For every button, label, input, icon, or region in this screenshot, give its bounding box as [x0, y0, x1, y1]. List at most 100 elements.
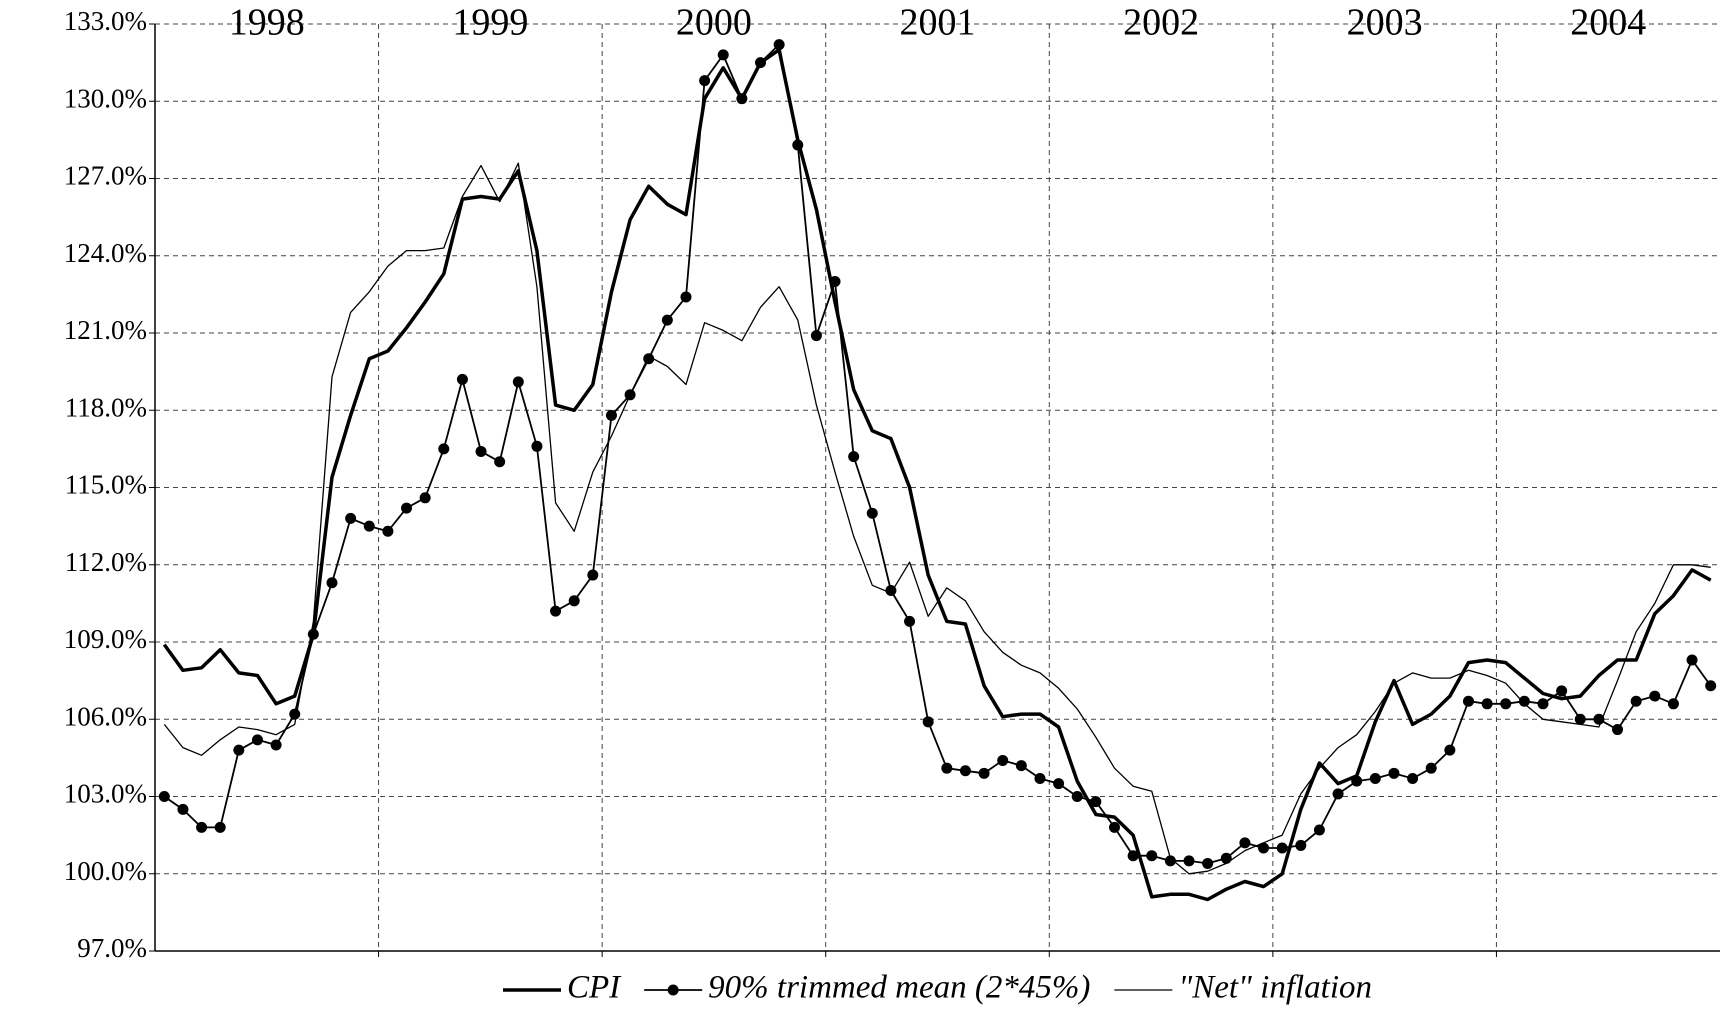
- series-marker: [1667, 698, 1679, 710]
- series-marker: [717, 49, 729, 61]
- series-marker: [1146, 850, 1158, 862]
- series-marker: [233, 744, 245, 756]
- series-marker: [587, 569, 599, 581]
- series-marker: [605, 409, 617, 421]
- series-marker: [1108, 821, 1120, 833]
- series-marker: [680, 291, 692, 303]
- series-line: [163, 162, 1711, 875]
- series-marker: [829, 276, 841, 287]
- series-marker: [401, 502, 413, 514]
- legend-item: 90% trimmed mean (2*45%): [644, 970, 1090, 1006]
- series-marker: [1034, 772, 1046, 784]
- series-marker: [1593, 713, 1605, 725]
- series-marker: [1649, 690, 1661, 702]
- series-marker: [755, 57, 767, 69]
- series-marker: [959, 765, 971, 777]
- series-marker: [568, 595, 580, 607]
- y-tick-label: 115.0%: [65, 470, 147, 500]
- y-tick-label: 106.0%: [64, 701, 147, 731]
- series-marker: [550, 605, 562, 617]
- series-marker: [922, 716, 934, 728]
- series-marker: [289, 708, 301, 720]
- series-marker: [1202, 857, 1214, 869]
- y-tick-label: 103.0%: [64, 779, 147, 809]
- series-marker: [1425, 762, 1437, 774]
- y-tick-label: 130.0%: [64, 83, 147, 113]
- y-tick-label: 127.0%: [64, 161, 147, 191]
- y-tick-label: 100.0%: [64, 856, 147, 886]
- series-marker: [363, 520, 375, 532]
- series-marker: [699, 75, 711, 87]
- series-marker: [1090, 796, 1102, 808]
- series-marker: [177, 803, 189, 815]
- series-marker: [251, 734, 263, 746]
- series-marker: [792, 139, 804, 151]
- y-tick-label: 133.0%: [64, 6, 147, 36]
- legend-item: CPI: [503, 970, 622, 1006]
- series-marker: [214, 821, 226, 833]
- legend-item: "Net" inflation: [1114, 970, 1372, 1006]
- series-marker: [1462, 695, 1474, 707]
- y-tick-label: 112.0%: [65, 547, 147, 577]
- y-tick-label: 121.0%: [64, 315, 147, 345]
- year-label: 1998: [229, 2, 305, 44]
- series-marker: [1574, 713, 1586, 725]
- series-marker: [1295, 839, 1307, 851]
- legend-label: "Net" inflation: [1178, 970, 1372, 1006]
- series-marker: [270, 739, 282, 751]
- series-marker: [1258, 842, 1270, 854]
- series-marker: [196, 821, 208, 833]
- series-line: [162, 48, 1712, 902]
- series-marker: [494, 456, 506, 468]
- series-marker: [1313, 824, 1325, 836]
- series-marker: [531, 440, 543, 452]
- series-marker: [1500, 698, 1512, 710]
- legend-marker: [667, 984, 679, 996]
- series-marker: [810, 330, 822, 342]
- series-marker: [1239, 837, 1251, 849]
- series-marker: [1276, 842, 1288, 854]
- series-marker: [1537, 698, 1549, 710]
- series-marker: [326, 577, 338, 589]
- y-tick-label: 124.0%: [64, 238, 147, 268]
- year-label: 2001: [900, 2, 976, 44]
- series-marker: [307, 628, 319, 640]
- series-marker: [1183, 855, 1195, 867]
- series-marker: [512, 376, 524, 388]
- year-label: 2000: [676, 2, 752, 44]
- series-marker: [978, 767, 990, 779]
- legend: CPI 90% trimmed mean (2*45%) "Net" inflati…: [503, 970, 1372, 1006]
- series-marker: [1686, 654, 1698, 666]
- series-marker: [1481, 698, 1493, 710]
- series-marker: [382, 525, 394, 537]
- series-marker: [345, 512, 357, 524]
- year-label: 1999: [452, 2, 528, 44]
- series-marker: [1332, 788, 1344, 800]
- series-marker: [438, 443, 450, 455]
- series-marker: [661, 314, 673, 326]
- series-line: [163, 43, 1712, 865]
- series-marker: [1015, 760, 1027, 772]
- y-tick-label: 109.0%: [64, 624, 147, 654]
- series-marker: [866, 507, 878, 519]
- series-marker: [1053, 778, 1065, 790]
- series-marker: [1444, 744, 1456, 756]
- series-marker: [456, 373, 468, 385]
- legend-label: 90% trimmed mean (2*45%): [708, 970, 1090, 1006]
- series-marker: [158, 791, 170, 802]
- series-marker: [1518, 695, 1530, 707]
- series-marker: [1351, 775, 1363, 787]
- series-marker: [1071, 791, 1083, 802]
- series-marker: [1369, 772, 1381, 784]
- series-marker: [997, 754, 1009, 766]
- series-marker: [1407, 772, 1419, 784]
- series-marker: [1388, 767, 1400, 779]
- legend-label: CPI: [567, 970, 622, 1006]
- series-marker: [904, 615, 916, 627]
- year-label: 2004: [1570, 2, 1646, 44]
- series-marker: [1612, 724, 1624, 736]
- series-marker: [475, 445, 487, 457]
- series-marker: [848, 451, 860, 463]
- series-marker: [1630, 695, 1642, 707]
